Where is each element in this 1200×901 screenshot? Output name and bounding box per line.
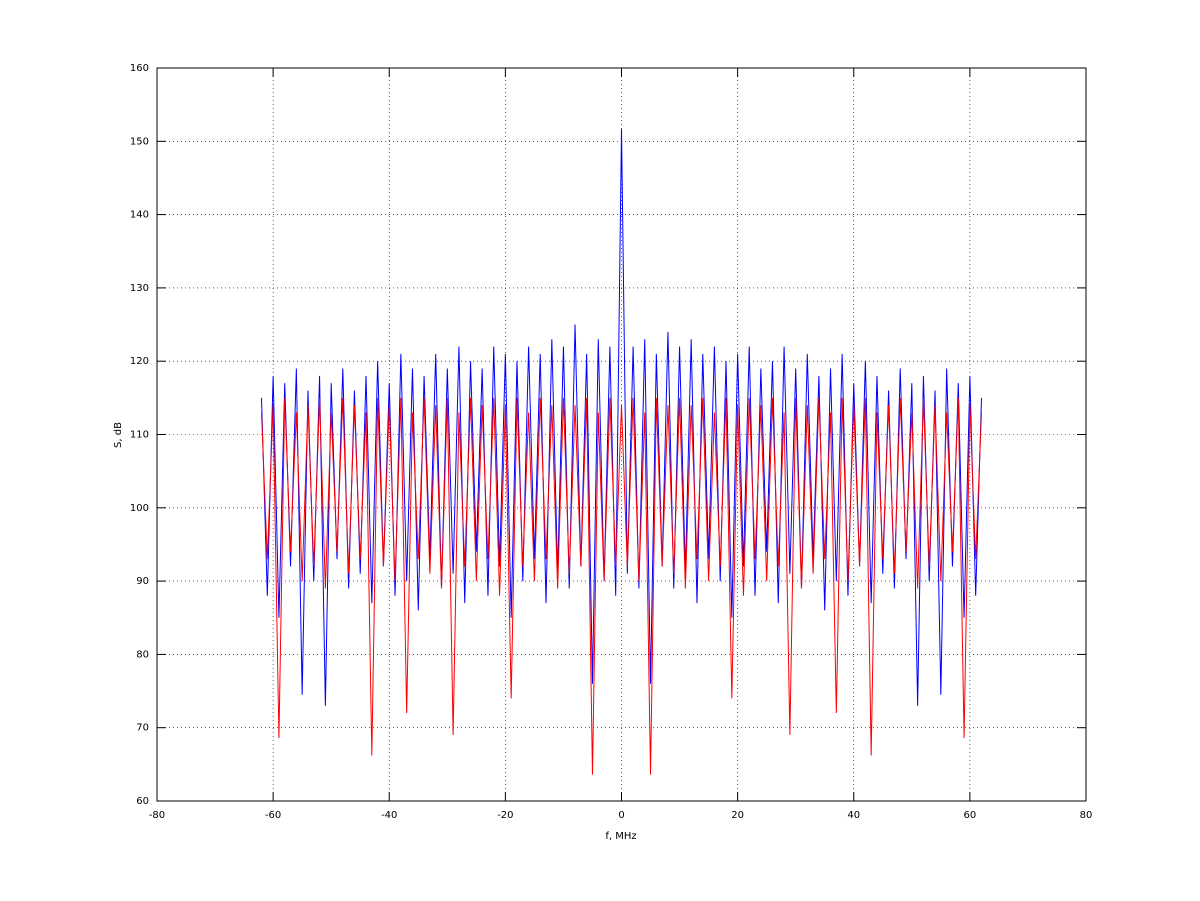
x-tick-label: 80 <box>1080 810 1093 821</box>
x-tick-label: 40 <box>847 810 860 821</box>
y-tick-label: 60 <box>136 796 149 807</box>
x-tick-label: 0 <box>618 810 624 821</box>
y-tick-label: 140 <box>130 210 149 221</box>
y-tick-label: 70 <box>136 723 149 734</box>
x-axis-label: f, MHz <box>605 831 636 842</box>
y-axis-label: S, dB <box>113 422 124 448</box>
y-tick-label: 110 <box>130 430 149 441</box>
x-tick-label: -20 <box>497 810 513 821</box>
x-tick-label: -80 <box>149 810 165 821</box>
y-tick-label: 130 <box>130 283 149 294</box>
x-tick-label: -40 <box>381 810 397 821</box>
y-tick-label: 120 <box>130 356 149 367</box>
y-tick-label: 90 <box>136 576 149 587</box>
y-tick-label: 100 <box>130 503 149 514</box>
y-tick-label: 150 <box>130 136 149 147</box>
y-tick-label: 160 <box>130 63 149 74</box>
x-tick-label: 60 <box>964 810 977 821</box>
series-line <box>261 397 982 775</box>
x-tick-label: 20 <box>731 810 744 821</box>
x-tick-label: -60 <box>265 810 281 821</box>
y-tick-label: 80 <box>136 649 149 660</box>
